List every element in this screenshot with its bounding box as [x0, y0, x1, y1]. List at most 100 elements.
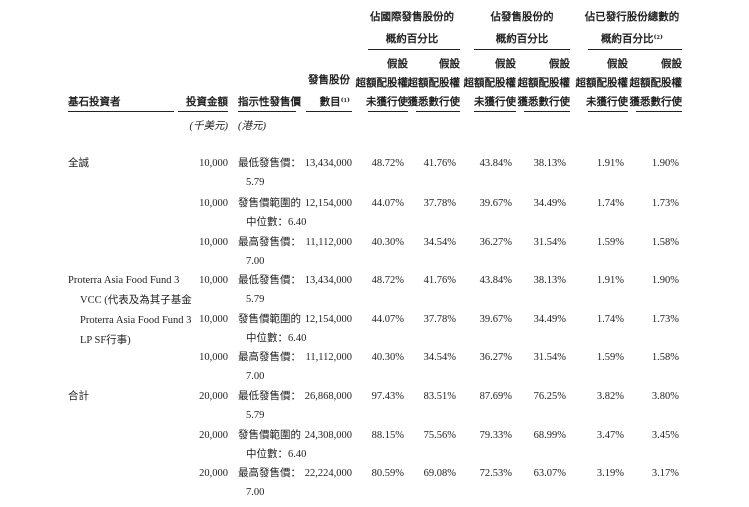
- group-header-intl-line2: 概約百分比: [385, 34, 439, 45]
- cell-intl-b: 75.56%: [423, 430, 456, 441]
- cell-intl-a: 44.07%: [371, 314, 404, 325]
- sub-header-offer-not-exercised-line3: 未獲行使: [474, 97, 516, 108]
- group-header-intl-line1: 佔國際發售股份的: [370, 12, 454, 23]
- cell-offer-a: 36.27%: [479, 237, 512, 248]
- investor-name: Proterra Asia Food Fund 3: [68, 275, 180, 286]
- rule-amount: [178, 111, 228, 112]
- investment-amount: 10,000: [199, 237, 228, 248]
- col-header-shares-line2: 數目⁽¹⁾: [319, 97, 350, 108]
- group-header-intl-rule: [368, 49, 460, 50]
- offer-price-label: 最高發售價：: [238, 352, 301, 363]
- group-header-offer-line1: 佔發售股份的: [490, 12, 554, 23]
- sub-header-total-not-exercised-line1: 假設: [607, 59, 628, 70]
- offer-price-value: 5.79: [246, 177, 265, 188]
- offer-price-label: 最低發售價：: [238, 275, 301, 286]
- cell-shares: 12,154,000: [304, 198, 352, 209]
- rule-total-a: [588, 111, 628, 112]
- offer-price-label: 最低發售價：: [238, 158, 301, 169]
- cell-intl-b: 34.54%: [423, 237, 456, 248]
- offer-price-value: 中位數：6.40: [246, 217, 307, 228]
- offer-price-label: 發售價範圍的: [238, 198, 301, 209]
- investment-amount: 10,000: [199, 198, 228, 209]
- cell-intl-b: 37.78%: [423, 314, 456, 325]
- sub-header-offer-not-exercised-line1: 假設: [495, 59, 516, 70]
- sub-header-offer-exercised-line2: 超額配股權: [517, 78, 571, 89]
- investor-name: LP SF行事): [80, 335, 131, 346]
- sub-header-intl-not-exercised-line1: 假設: [387, 59, 408, 70]
- rule-investor: [68, 111, 174, 112]
- cell-intl-b: 37.78%: [423, 198, 456, 209]
- cell-total-a: 1.74%: [596, 198, 624, 209]
- cell-total-b: 1.90%: [651, 158, 679, 169]
- offer-price-label: 最高發售價：: [238, 237, 301, 248]
- cell-intl-b: 34.54%: [423, 352, 456, 363]
- col-header-price: 指示性發售價: [238, 97, 301, 108]
- offer-price-label: 最高發售價：: [238, 468, 301, 479]
- investor-name: Proterra Asia Food Fund 3: [80, 315, 192, 326]
- group-header-total-line1: 佔已發行股份總數的: [584, 12, 680, 23]
- sub-header-total-exercised-line2: 超額配股權: [629, 78, 683, 89]
- sub-header-total-not-exercised-line2: 超額配股權: [575, 78, 629, 89]
- cell-offer-b: 34.49%: [533, 314, 566, 325]
- cell-shares: 11,112,000: [305, 352, 352, 363]
- cell-intl-a: 40.30%: [371, 237, 404, 248]
- cell-offer-a: 39.67%: [479, 198, 512, 209]
- cell-offer-a: 36.27%: [479, 352, 512, 363]
- cell-intl-b: 41.76%: [423, 158, 456, 169]
- cell-shares: 12,154,000: [304, 314, 352, 325]
- offer-price-label: 最低發售價：: [238, 391, 301, 402]
- sub-header-offer-not-exercised-line2: 超額配股權: [463, 78, 517, 89]
- cell-offer-a: 87.69%: [479, 391, 512, 402]
- rule-shares: [306, 111, 352, 112]
- sub-header-total-exercised-line3: 獲悉數行使: [629, 97, 683, 108]
- investment-amount: 20,000: [199, 430, 228, 441]
- cell-total-b: 3.80%: [651, 391, 679, 402]
- cell-intl-a: 44.07%: [371, 198, 404, 209]
- cell-offer-a: 43.84%: [479, 158, 512, 169]
- sub-header-offer-exercised-line3: 獲悉數行使: [517, 97, 571, 108]
- cell-total-a: 3.82%: [596, 391, 624, 402]
- price-unit: (港元): [238, 121, 266, 132]
- sub-header-intl-exercised-line3: 獲悉數行使: [407, 97, 461, 108]
- cell-total-b: 1.73%: [651, 198, 679, 209]
- investment-amount: 10,000: [199, 275, 228, 286]
- cell-shares: 13,434,000: [304, 275, 352, 286]
- investment-amount: 10,000: [199, 314, 228, 325]
- cell-offer-b: 63.07%: [533, 468, 566, 479]
- rule-offer-b: [524, 111, 570, 112]
- offer-price-value: 5.79: [246, 294, 265, 305]
- cell-total-b: 1.58%: [651, 352, 679, 363]
- cell-offer-b: 38.13%: [533, 275, 566, 286]
- cell-shares: 22,224,000: [304, 468, 352, 479]
- group-header-total-line2: 概約百分比⁽²⁾: [601, 34, 663, 45]
- investment-amount: 20,000: [199, 391, 228, 402]
- offer-price-value: 中位數：6.40: [246, 333, 307, 344]
- col-header-shares-line1: 發售股份: [308, 75, 350, 86]
- investor-name: VCC (代表及為其子基金: [80, 295, 192, 306]
- rule-price: [238, 111, 296, 112]
- offer-price-value: 5.79: [246, 410, 265, 421]
- cell-intl-a: 97.43%: [371, 391, 404, 402]
- investor-name: 全誠: [68, 158, 89, 169]
- cell-intl-a: 48.72%: [371, 158, 404, 169]
- cell-shares: 13,434,000: [304, 158, 352, 169]
- cell-offer-b: 31.54%: [533, 237, 566, 248]
- sub-header-intl-exercised-line1: 假設: [439, 59, 460, 70]
- cell-total-a: 3.19%: [596, 468, 624, 479]
- cell-total-a: 1.59%: [596, 237, 624, 248]
- cell-total-b: 1.90%: [651, 275, 679, 286]
- offer-price-value: 7.00: [246, 487, 265, 498]
- cell-shares: 26,868,000: [304, 391, 352, 402]
- sub-header-intl-not-exercised-line3: 未獲行使: [366, 97, 408, 108]
- investment-amount: 10,000: [199, 158, 228, 169]
- cell-total-a: 1.59%: [596, 352, 624, 363]
- group-header-offer-rule: [474, 49, 570, 50]
- sub-header-intl-exercised-line2: 超額配股權: [407, 78, 461, 89]
- cell-offer-a: 43.84%: [479, 275, 512, 286]
- rule-intl-b: [416, 111, 460, 112]
- offer-price-value: 中位數：6.40: [246, 449, 307, 460]
- cell-intl-b: 69.08%: [423, 468, 456, 479]
- rule-intl-a: [368, 111, 408, 112]
- cell-total-b: 1.58%: [651, 237, 679, 248]
- cell-shares: 11,112,000: [305, 237, 352, 248]
